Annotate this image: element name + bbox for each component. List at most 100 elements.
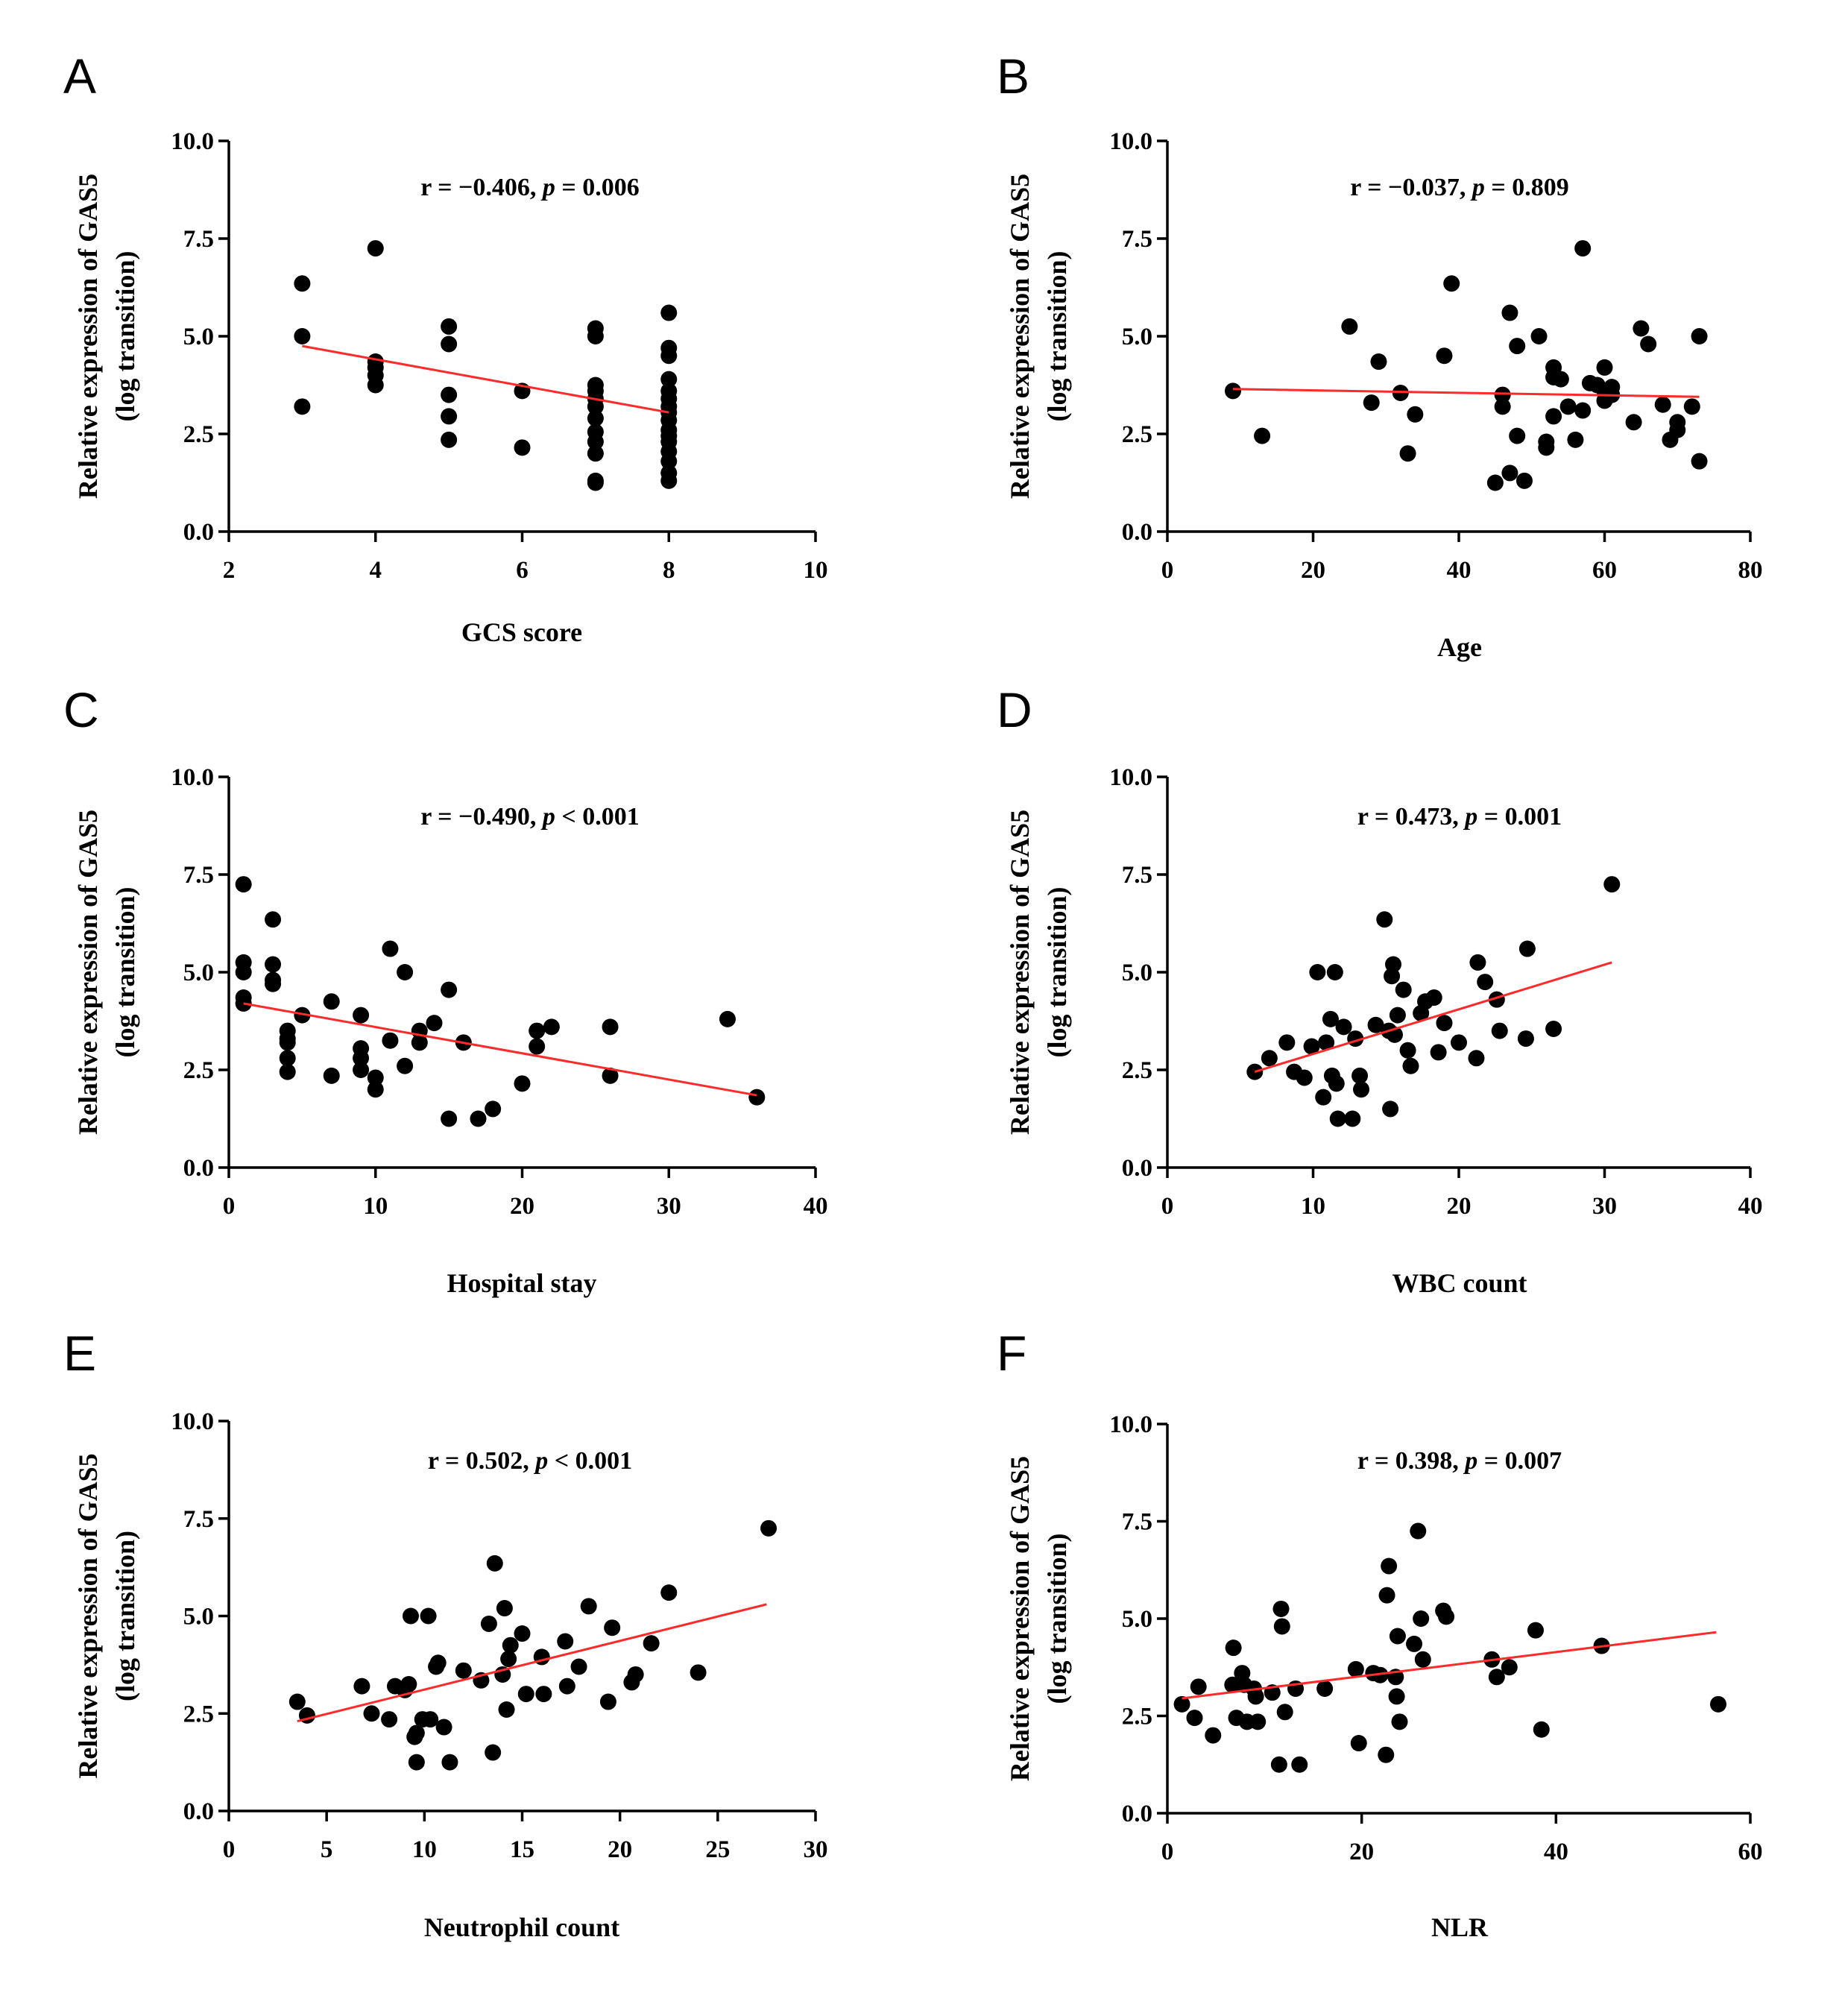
data-point — [1381, 1557, 1398, 1575]
x-tick-label: 30 — [1592, 1193, 1617, 1220]
data-point — [382, 940, 399, 957]
data-point — [517, 1686, 534, 1703]
data-point — [1654, 396, 1671, 413]
x-tick-label: 2 — [223, 557, 236, 584]
panel-letter-c: C — [63, 682, 99, 737]
data-point — [1391, 1713, 1408, 1730]
data-point — [529, 1038, 546, 1055]
data-point — [1224, 382, 1241, 400]
x-tick-label: 10 — [804, 557, 828, 584]
correlation-annotation: r = 0.473, p = 0.001 — [1357, 803, 1562, 831]
data-point — [748, 1089, 766, 1106]
data-point — [1518, 940, 1536, 957]
data-point — [760, 1519, 778, 1537]
data-point — [1451, 1034, 1467, 1051]
y-tick-label: 7.5 — [1122, 226, 1152, 253]
correlation-p-value: = 0.006 — [555, 174, 640, 201]
data-point — [1261, 1050, 1278, 1067]
data-point — [1273, 1618, 1290, 1635]
data-point — [1372, 1666, 1389, 1683]
data-point — [1247, 1688, 1264, 1705]
data-point — [353, 1678, 370, 1695]
data-point — [429, 1654, 447, 1672]
data-point — [660, 347, 678, 365]
x-axis-title: WBC count — [1392, 1268, 1527, 1298]
data-point — [1378, 1587, 1395, 1604]
data-point — [279, 1034, 296, 1051]
data-point — [1501, 1659, 1518, 1676]
data-point — [1303, 1038, 1320, 1055]
data-point — [441, 431, 458, 448]
data-point — [1501, 304, 1518, 321]
correlation-p-value: < 0.001 — [555, 803, 640, 831]
x-axis-title: Hospital stay — [447, 1268, 596, 1298]
data-point — [363, 1705, 380, 1722]
data-point — [1254, 427, 1271, 444]
data-point — [265, 975, 282, 992]
correlation-p-symbol: p — [1470, 174, 1485, 201]
data-point — [1315, 1089, 1332, 1106]
x-tick-label: 40 — [1544, 1839, 1568, 1865]
data-point — [1501, 464, 1518, 482]
data-point — [400, 1676, 417, 1693]
y-tick-label: 0.0 — [183, 1798, 214, 1825]
x-tick-label: 4 — [370, 557, 382, 584]
correlation-r: r = −0.037, — [1350, 174, 1472, 201]
data-point — [660, 472, 678, 489]
data-point — [1559, 398, 1577, 415]
x-tick-label: 25 — [705, 1836, 730, 1863]
x-tick-label: 40 — [804, 1193, 828, 1220]
data-point — [1399, 445, 1416, 462]
x-tick-label: 0 — [223, 1193, 236, 1220]
correlation-p-value: < 0.001 — [548, 1447, 632, 1475]
data-point — [1249, 1713, 1267, 1730]
data-point — [1488, 1669, 1505, 1686]
y-tick-label: 5.0 — [183, 324, 214, 350]
panel-letter-d: D — [997, 682, 1032, 737]
data-point — [1291, 1756, 1308, 1773]
x-tick-label: 0 — [1161, 1193, 1174, 1220]
data-point — [1351, 1067, 1369, 1084]
data-point — [514, 439, 531, 456]
data-point — [1567, 431, 1584, 448]
y-axis-subtitle: (log transition) — [1042, 887, 1072, 1058]
data-point — [1486, 474, 1504, 491]
correlation-r: r = 0.502, — [428, 1447, 535, 1475]
data-point — [660, 453, 678, 470]
data-point — [1494, 386, 1511, 403]
x-axis-title: Age — [1437, 632, 1482, 662]
y-tick-label: 10.0 — [171, 128, 214, 155]
x-tick-label: 0 — [1161, 557, 1174, 584]
data-point — [1378, 1746, 1395, 1763]
data-point — [353, 1050, 370, 1067]
y-tick-label: 2.5 — [1122, 1057, 1152, 1084]
data-point — [1316, 1680, 1334, 1697]
data-point — [1276, 1704, 1293, 1721]
data-point — [660, 304, 678, 321]
data-point — [1683, 398, 1700, 415]
data-point — [1438, 1608, 1455, 1625]
data-point — [1633, 320, 1650, 337]
data-point — [587, 433, 604, 450]
data-point — [1691, 453, 1708, 470]
data-point — [1625, 414, 1642, 431]
data-point — [1353, 1081, 1370, 1098]
data-point — [1344, 1110, 1361, 1127]
y-axis-subtitle: (log transition) — [110, 251, 140, 422]
data-point — [1443, 275, 1460, 292]
y-tick-label: 2.5 — [1122, 421, 1152, 448]
data-point — [1329, 1110, 1346, 1127]
data-point — [1376, 911, 1393, 928]
y-tick-label: 0.0 — [1122, 1801, 1152, 1827]
correlation-r: r = −0.490, — [420, 803, 543, 831]
data-point — [1296, 1069, 1313, 1086]
data-point — [1395, 981, 1412, 998]
y-axis-subtitle: (log transition) — [1042, 251, 1072, 422]
data-point — [587, 410, 604, 427]
correlation-p-value: = 0.007 — [1477, 1447, 1562, 1475]
x-tick-label: 80 — [1738, 557, 1763, 584]
chart-panel-d: D 0.0 2.5 5.0 7.5 10.0 0 10 20 30 40 Relative expre… — [997, 682, 1763, 1298]
y-axis-subtitle: (log transition) — [110, 887, 140, 1058]
data-point — [1326, 964, 1343, 980]
correlation-annotation: r = 0.502, p < 0.001 — [428, 1447, 632, 1475]
